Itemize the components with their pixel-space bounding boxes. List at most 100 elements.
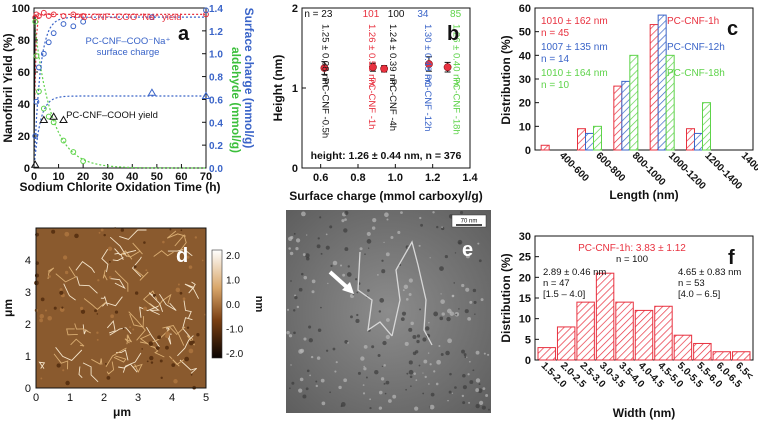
tem-speckle — [338, 385, 342, 390]
tem-speckle — [475, 378, 481, 383]
tem-speckle — [295, 246, 299, 251]
tem-speckle — [485, 394, 489, 397]
tem-speckle — [346, 272, 352, 277]
tem-speckle — [422, 372, 424, 374]
tem-speckle — [418, 364, 421, 367]
panel-a-circle-point — [60, 21, 67, 27]
afm-fibril — [76, 276, 98, 294]
panel-d-afm-height-image: 0 1 2 3 4 5 0 1 2 3 4 2.0 1.0 0.0 -1.0 -2.0 nm d μm μ… — [1, 227, 265, 419]
afm-colorbar-label: nm — [253, 296, 265, 313]
panel-a-circle-point — [60, 137, 67, 144]
afm-speckle — [98, 231, 101, 234]
tem-speckle — [385, 334, 390, 340]
panel-a-circle-point — [149, 14, 155, 21]
panel-c-stat-mean: 1010 ± 162 nm — [541, 16, 608, 27]
tem-speckle — [440, 352, 444, 356]
tem-speckle — [408, 292, 412, 296]
tem-speckle — [432, 211, 435, 214]
tem-speckle — [410, 321, 414, 326]
tem-speckle — [301, 272, 304, 276]
afm-speckle — [201, 259, 204, 262]
panel-c-bar — [540, 144, 550, 151]
panel-b-sample-label: PC-CNF -12h — [422, 74, 433, 132]
afm-fibril — [182, 317, 193, 338]
tem-speckle — [475, 388, 480, 393]
tem-speckle — [286, 330, 290, 335]
panel-a-circle-point — [50, 30, 57, 37]
tem-speckle — [409, 375, 413, 379]
panel-a-label-yield-na: PC-CNF–COO⁻Na⁺ yield — [74, 12, 181, 23]
panel-a-left-tick-label: 0 — [24, 163, 30, 175]
tem-scalebar-label: 70 nm — [461, 219, 478, 225]
panel-d-x-tick-label: 5 — [203, 392, 209, 404]
afm-speckle — [53, 306, 57, 310]
tem-speckle — [369, 398, 371, 401]
panel-a-triangle-point — [59, 115, 68, 123]
tem-speckle — [339, 264, 343, 267]
tem-speckle — [474, 313, 476, 315]
afm-speckle — [159, 359, 163, 363]
tem-speckle — [356, 291, 359, 294]
panel-a-plot-frame — [33, 7, 207, 169]
panel-c-x-tick-label: 400-600 — [557, 150, 591, 184]
panel-c-letter: c — [727, 18, 738, 40]
afm-speckle — [110, 314, 114, 319]
tem-speckle — [366, 239, 372, 244]
afm-speckle — [120, 228, 125, 232]
panel-c-bar — [593, 125, 602, 151]
afm-fibril — [38, 361, 46, 369]
tem-speckle — [461, 283, 465, 288]
panel-b-height-label: 1.24 ± 0.39 nm — [387, 24, 398, 87]
tem-speckle — [463, 353, 467, 357]
panel-d-x-tick-label: 1 — [67, 392, 73, 404]
panel-c-stat-n: n = 45 — [541, 28, 570, 39]
panel-f-y-tick-label: 30 — [519, 231, 531, 243]
tem-speckle — [430, 392, 435, 397]
tem-speckle — [341, 219, 345, 223]
afm-speckle — [194, 236, 198, 239]
afm-fibril — [119, 229, 147, 240]
tem-speckle — [418, 244, 421, 247]
tem-speckle — [459, 210, 464, 215]
tem-speckle — [383, 382, 386, 385]
panel-b-point — [369, 63, 377, 72]
tem-speckle — [453, 282, 455, 284]
panel-c-bar — [577, 128, 586, 151]
afm-fibril — [109, 278, 126, 290]
tem-speckle — [458, 308, 460, 310]
tem-speckle — [292, 309, 296, 312]
tem-speckle — [487, 353, 490, 356]
tem-speckle — [444, 254, 448, 259]
panel-b-point — [320, 64, 329, 72]
afm-fibril — [128, 311, 146, 341]
afm-speckle — [143, 241, 146, 244]
panel-c-x-tick-label: 1400 < — [739, 150, 758, 180]
tem-speckle — [419, 216, 422, 220]
tem-speckle — [325, 349, 329, 352]
panel-b-n-label: 85 — [450, 9, 462, 20]
tem-speckle — [465, 254, 470, 259]
tem-speckle — [371, 345, 375, 349]
afm-speckle — [157, 335, 162, 340]
panel-b-x-ticks: 0.6 0.8 1.0 1.2 1.4 — [313, 164, 479, 184]
tem-speckle — [310, 355, 314, 359]
panel-b-x-tick-label: 0.8 — [350, 172, 365, 184]
tem-speckle — [408, 278, 413, 283]
afm-fibril — [70, 338, 85, 347]
tem-speckle — [424, 375, 427, 379]
afm-speckle — [96, 338, 99, 341]
panel-a-circle-point — [45, 13, 52, 19]
panel-c-bar — [702, 102, 711, 151]
tem-image-background — [286, 210, 491, 413]
afm-speckle — [149, 355, 154, 361]
afm-speckle — [59, 307, 65, 312]
tem-speckle — [293, 331, 296, 335]
panel-a-data-points — [30, 7, 211, 168]
panel-a-nanofibril-yield-chart: 0 20 40 60 80 100 0.0 0.2 0.4 0.6 0.8 1.0 1.2 1.4 0 1… — [1, 3, 256, 194]
afm-fibril — [55, 347, 83, 361]
tem-speckle — [316, 356, 321, 360]
tem-speckle — [433, 311, 439, 317]
tem-speckle — [302, 253, 306, 257]
panel-a-right-tick-label: 1.2 — [209, 27, 223, 38]
tem-speckle — [461, 394, 465, 398]
